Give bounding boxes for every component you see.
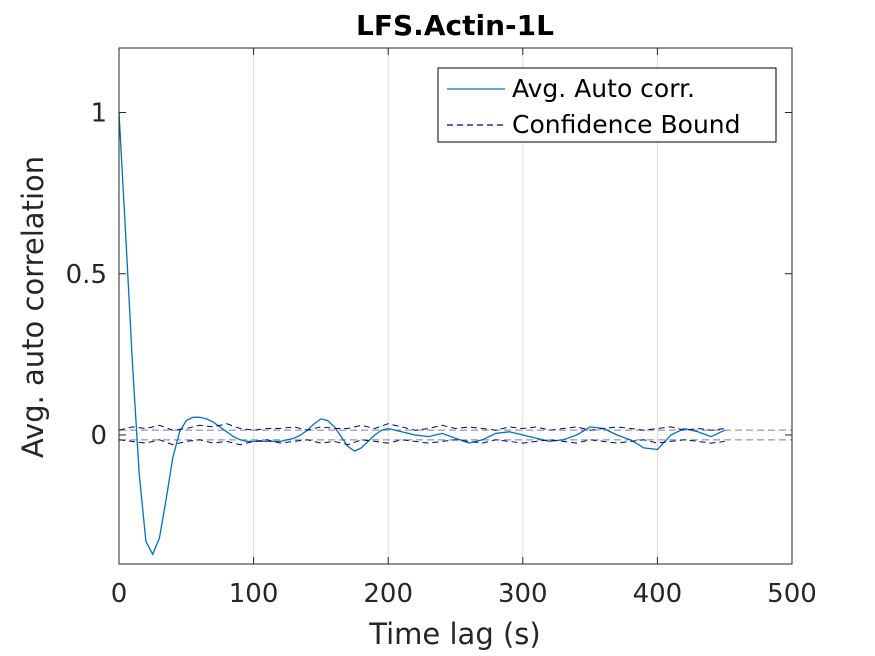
- y-tick-label: 1: [90, 99, 107, 129]
- series-layer: [118, 112, 725, 556]
- auto-correlation-line: [118, 112, 725, 556]
- x-tick-label: 100: [229, 579, 279, 609]
- x-tick-label: 200: [363, 579, 413, 609]
- legend-box: [437, 67, 777, 143]
- upper-confidence-bound-line: [118, 423, 725, 431]
- lower-confidence-bound-line: [118, 439, 725, 446]
- legend-label-confidence-bound: Confidence Bound: [512, 110, 741, 139]
- axes-box: [118, 47, 793, 565]
- legend-label-auto-corr: Avg. Auto corr.: [512, 74, 695, 103]
- x-tick-label: 0: [111, 579, 128, 609]
- y-axis-title: Avg. auto correlation: [16, 156, 50, 458]
- x-tick-label: 500: [767, 579, 817, 609]
- x-tick-label: 300: [498, 579, 548, 609]
- y-tick-label: 0: [90, 421, 107, 451]
- x-tick-labels: 0 100 200 300 400 500: [111, 579, 817, 609]
- x-axis-title: Time lag (s): [368, 617, 540, 651]
- x-tick-label: 400: [633, 579, 683, 609]
- legend: Avg. Auto corr. Confidence Bound: [437, 67, 777, 143]
- tick-marks: [118, 48, 793, 564]
- y-tick-label: 0.5: [66, 260, 107, 290]
- y-tick-labels: 00.51: [66, 99, 107, 452]
- chart-title: LFS.Actin-1L: [356, 9, 554, 42]
